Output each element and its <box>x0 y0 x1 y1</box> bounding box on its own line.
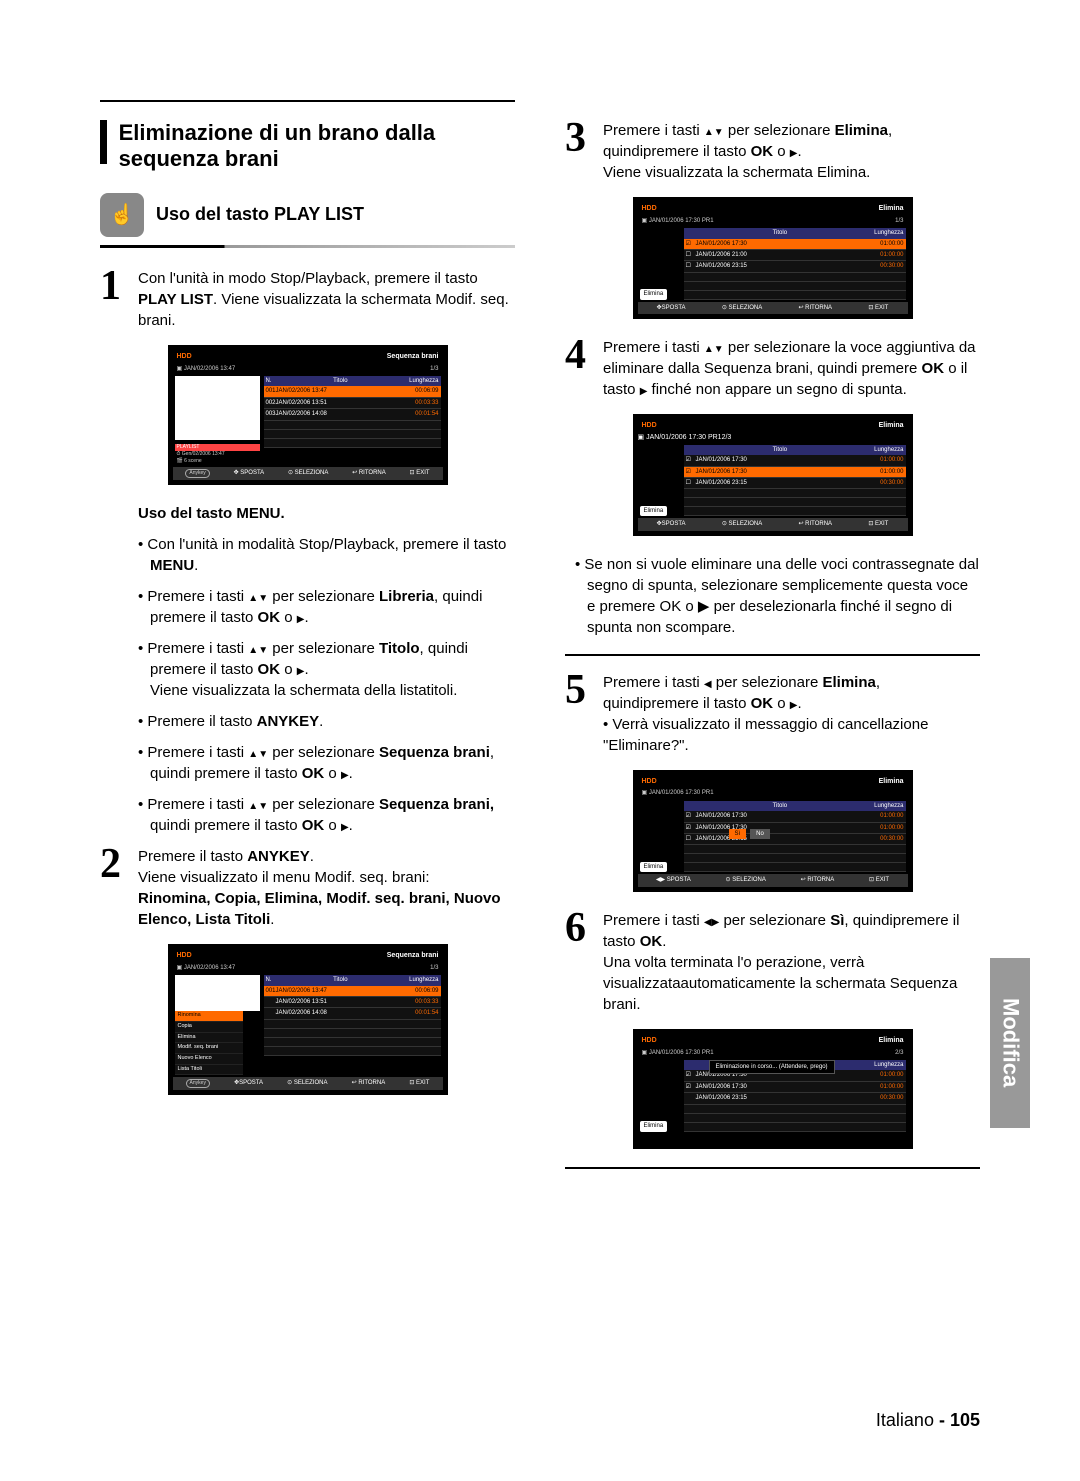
page-footer: Italiano - 105 <box>876 1408 980 1433</box>
step-6-text: Premere i tasti per selezionare Sì, quin… <box>603 910 980 1015</box>
mini-elimina-1: HDDElimina ▣ JAN/01/2006 17:30 PR11/3 El… <box>633 197 913 319</box>
rule-mid <box>565 654 980 656</box>
right-column: 3 Premere i tasti per selezionare Elimin… <box>565 100 980 1169</box>
left-column: Eliminazione di un brano dalla sequenza … <box>100 100 515 1169</box>
bullet-1: • Con l'unità in modalità Stop/Playback,… <box>138 534 515 576</box>
step-6: 6 Premere i tasti per selezionare Sì, qu… <box>565 910 980 1015</box>
step-3: 3 Premere i tasti per selezionare Elimin… <box>565 120 980 183</box>
bullet-6: • Premere i tasti per selezionare Sequen… <box>138 794 515 836</box>
subhead-rule <box>100 245 515 248</box>
mini-preview <box>175 376 260 440</box>
mini-confirm: HDDElimina ▣ JAN/01/2006 17:30 PR1 Elimi… <box>633 770 913 892</box>
step-num-5: 5 <box>565 672 593 756</box>
mini-elimina-2: HDDElimina ▣ JAN/01/2006 17:30 PR12/3 El… <box>633 414 913 536</box>
playlist-icon: ☝ <box>100 193 144 237</box>
section-side-tab: Modifica <box>990 958 1030 1128</box>
mini-playlist-screen: HDDSequenza brani ▣ JAN/02/2006 13:471/3… <box>168 345 448 485</box>
progress-overlay: Eliminazione in corso... (Attendere, pre… <box>709 1060 835 1074</box>
step-num-3: 3 <box>565 120 593 183</box>
step-4: 4 Premere i tasti per selezionare la voc… <box>565 337 980 400</box>
step-num-1: 1 <box>100 268 128 331</box>
rule-bottom-right <box>565 1167 980 1169</box>
bullet-4: • Premere il tasto ANYKEY. <box>138 711 515 732</box>
rule-top-left <box>100 100 515 102</box>
subhead-text: Uso del tasto PLAY LIST <box>156 202 364 227</box>
step-4-text: Premere i tasti per selezionare la voce … <box>603 337 980 400</box>
step-num-6: 6 <box>565 910 593 1015</box>
menu-subhead: Uso del tasto MENU. <box>138 503 515 524</box>
left-icon <box>704 674 712 691</box>
subhead-row: ☝ Uso del tasto PLAY LIST <box>100 193 515 237</box>
step-1: 1 Con l'unità in modo Stop/Playback, pre… <box>100 268 515 331</box>
title-text: Eliminazione di un brano dalla sequenza … <box>119 120 515 173</box>
bullet-2: • Premere i tasti per selezionare Librer… <box>138 586 515 628</box>
step-5: 5 Premere i tasti per selezionare Elimin… <box>565 672 980 756</box>
note-4: • Se non si vuole eliminare una delle vo… <box>575 554 980 638</box>
section-title: Eliminazione di un brano dalla sequenza … <box>100 120 515 173</box>
step-2: 2 Premere il tasto ANYKEY. Viene visuali… <box>100 846 515 930</box>
step-5-text: Premere i tasti per selezionare Elimina,… <box>603 672 980 756</box>
mini-anykey-screen: HDDSequenza brani ▣ JAN/02/2006 13:471/3… <box>168 944 448 1095</box>
mini-progress: HDDElimina ▣ JAN/01/2006 17:30 PR12/3 El… <box>633 1029 913 1149</box>
step-1-text: Con l'unità in modo Stop/Playback, preme… <box>138 268 515 331</box>
step-num-4: 4 <box>565 337 593 400</box>
bullet-5: • Premere i tasti per selezionare Sequen… <box>138 742 515 784</box>
step-2-text: Premere il tasto ANYKEY. Viene visualizz… <box>138 846 515 930</box>
up-icon <box>248 588 258 605</box>
step-3-text: Premere i tasti per selezionare Elimina,… <box>603 120 980 183</box>
down-icon <box>258 588 268 605</box>
step-num-2: 2 <box>100 846 128 930</box>
bullet-3: • Premere i tasti per selezionare Titolo… <box>138 638 515 701</box>
title-bar <box>100 120 107 164</box>
